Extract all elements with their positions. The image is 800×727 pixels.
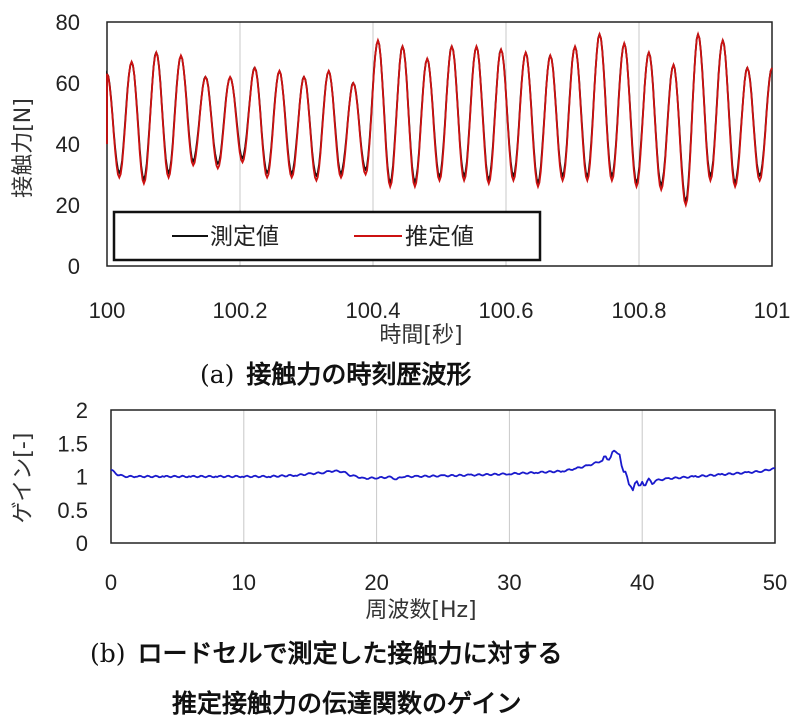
chart-a-series-estimated-line: [106, 31, 773, 209]
chart-a-legend-label-measured: 測定値: [210, 224, 279, 250]
chart-a-x-tick-label: 100.2: [212, 298, 267, 323]
chart-b-x-tick-label: 10: [232, 570, 256, 595]
chart-b-caption-line-2: 推定接触力の伝達関数のゲイン: [172, 689, 522, 718]
chart-b-y-axis-label: ゲイン[-]: [11, 433, 36, 524]
chart-a-y-tick-label: 80: [56, 10, 80, 35]
chart-a-y-tick-label: 40: [56, 132, 80, 157]
chart-a-contact-force-time-history: 0 20 40 60 80 100 100.2 100.4 100.6 100.8 101 測定値…: [11, 10, 790, 389]
chart-a-x-tick-label: 101: [754, 298, 791, 323]
chart-b-x-tick-label: 40: [630, 570, 654, 595]
chart-b-x-tick-label: 20: [364, 570, 388, 595]
chart-b-caption-line-1: (b) ロードセルで測定した接触力に対する: [90, 639, 563, 668]
chart-a-x-tick-label: 100: [89, 298, 126, 323]
chart-b-gridlines: [243, 410, 643, 543]
chart-a-caption: (a) 接触力の時刻歴波形: [200, 360, 471, 389]
chart-b-y-tick-label: 1.5: [57, 431, 88, 456]
chart-b-x-tick-label: 0: [105, 570, 117, 595]
chart-b-x-tick-labels: 0 10 20 30 40 50: [105, 570, 787, 595]
chart-b-y-tick-label: 2: [76, 398, 88, 423]
chart-a-legend: 測定値 推定値: [112, 210, 542, 262]
chart-b-y-tick-label: 0: [76, 531, 88, 556]
chart-a-y-tick-label: 0: [68, 254, 80, 279]
chart-b-y-tick-labels: 0 0.5 1 1.5 2: [57, 398, 88, 556]
chart-b-x-tick-label: 50: [763, 570, 787, 595]
chart-a-x-tick-labels: 100 100.2 100.4 100.6 100.8 101: [89, 298, 791, 323]
chart-a-series-measured-line: [106, 33, 773, 205]
chart-a-y-axis-label: 接触力[N]: [11, 98, 36, 198]
chart-a-y-tick-label: 20: [56, 193, 80, 218]
chart-b-y-tick-label: 1: [76, 465, 88, 490]
chart-a-y-tick-labels: 0 20 40 60 80: [56, 10, 80, 279]
chart-b-x-axis-label: 周波数[Hz]: [365, 598, 476, 623]
chart-b-y-tick-label: 0.5: [57, 498, 88, 523]
chart-a-y-tick-label: 60: [56, 71, 80, 96]
chart-a-x-tick-label: 100.6: [478, 298, 533, 323]
chart-b-x-tick-label: 30: [497, 570, 521, 595]
chart-a-legend-label-estimated: 推定値: [405, 224, 474, 250]
chart-a-x-tick-label: 100.8: [611, 298, 666, 323]
chart-a-x-axis-label: 時間[秒]: [379, 323, 462, 348]
chart-b-series-gain-line: [110, 449, 776, 492]
chart-a-x-tick-label: 100.4: [345, 298, 400, 323]
chart-b-transfer-function-gain: 0 0.5 1 1.5 2 0 10 20 30 40 50 周波数[Hz] ゲイン[-] (b)…: [11, 398, 787, 718]
chart-b-plot-frame: [110, 409, 776, 544]
